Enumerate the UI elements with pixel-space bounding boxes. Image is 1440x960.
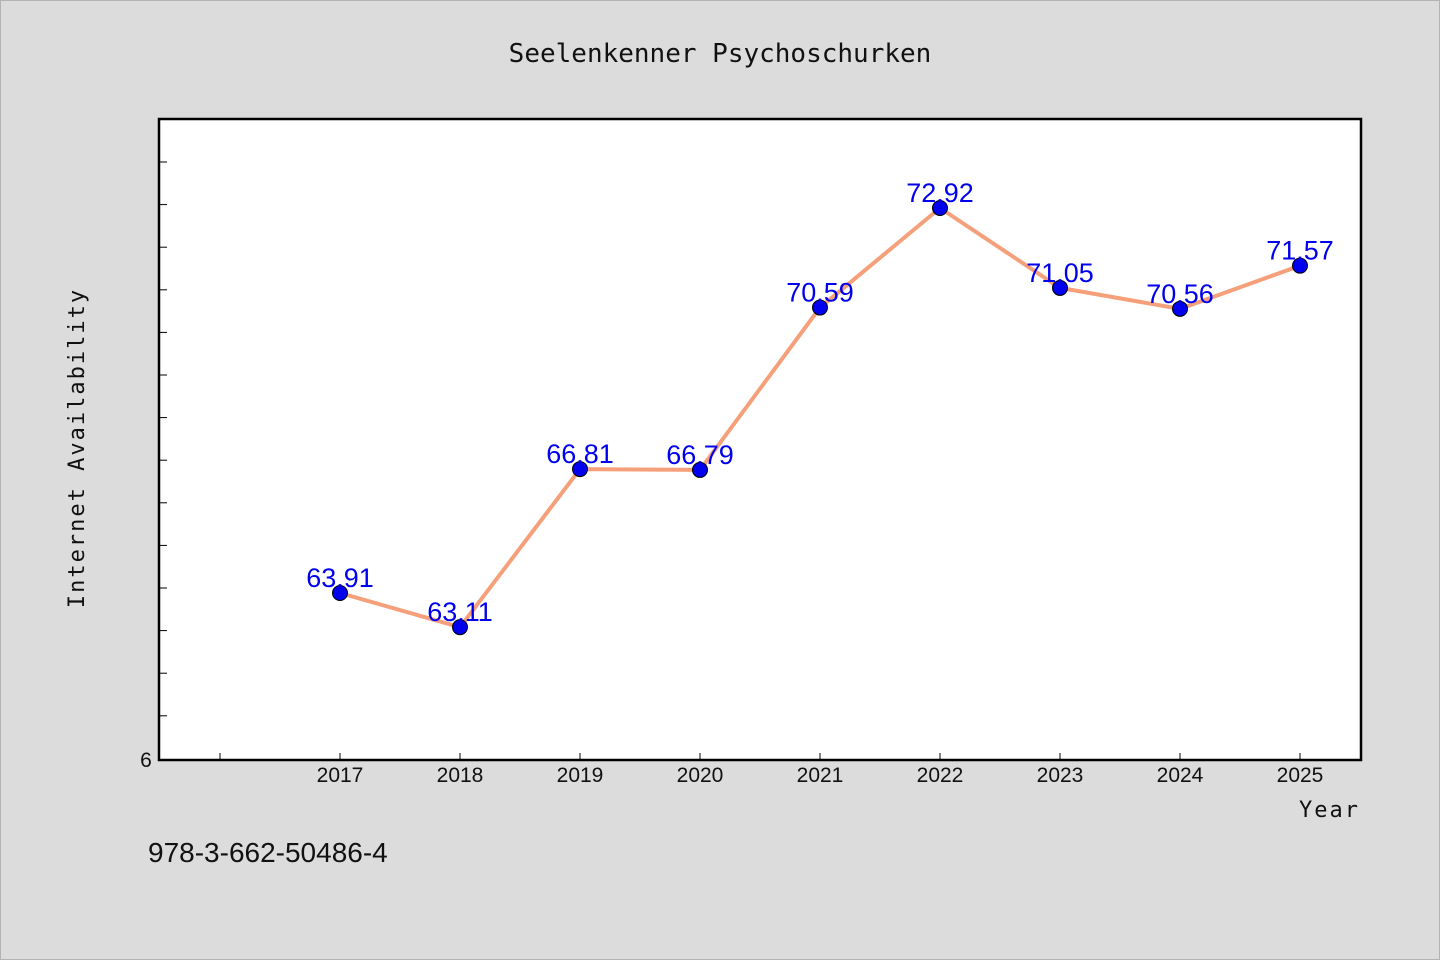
chart-title: Seelenkenner Psychoschurken xyxy=(509,39,932,69)
data-point xyxy=(1052,279,1068,296)
data-point xyxy=(812,299,828,316)
data-label: 70.56 xyxy=(1146,279,1214,309)
x-tick-label: 2018 xyxy=(437,764,484,787)
x-tick-label: 2022 xyxy=(917,764,964,787)
x-tick-labels: 2017 2018 2019 2020 2021 2022 2023 2024 2025 xyxy=(317,764,1324,787)
data-label: 70.59 xyxy=(786,278,854,308)
data-label: 71.05 xyxy=(1026,258,1094,288)
data-labels-group: 63.91 63.11 66.81 66.79 70.59 72.92 71.05 70.56… xyxy=(306,178,1334,627)
data-label: 66.79 xyxy=(666,440,734,470)
plot-area xyxy=(157,117,1363,762)
y-tick-label: 6 xyxy=(140,749,152,772)
footer-isbn: 978-3-662-50486-4 xyxy=(148,837,388,868)
data-point xyxy=(1292,257,1308,274)
x-axis-label: Year xyxy=(1299,798,1360,823)
x-tick-label: 2019 xyxy=(557,764,604,787)
data-label: 63.91 xyxy=(306,563,374,593)
data-point xyxy=(332,585,348,601)
x-tick-label: 2017 xyxy=(317,764,364,787)
data-point xyxy=(452,619,468,636)
data-label: 63.11 xyxy=(427,597,493,627)
x-tick-label: 2020 xyxy=(677,764,724,787)
x-tick-label: 2025 xyxy=(1277,764,1324,787)
x-axis-ticks xyxy=(219,753,1301,760)
data-point xyxy=(932,200,948,216)
y-axis-ticks xyxy=(160,161,167,717)
data-point xyxy=(1172,300,1188,317)
data-point xyxy=(692,461,708,478)
series-markers-group xyxy=(332,200,1308,636)
data-label: 72.92 xyxy=(906,178,974,208)
x-tick-label: 2023 xyxy=(1037,764,1084,787)
x-tick-label: 2024 xyxy=(1157,764,1204,787)
data-label: 66.81 xyxy=(546,439,614,469)
x-tick-label: 2021 xyxy=(797,764,844,787)
data-point xyxy=(572,461,588,478)
y-axis-label: Internet Availability xyxy=(65,288,90,608)
data-label: 71.57 xyxy=(1266,236,1334,266)
